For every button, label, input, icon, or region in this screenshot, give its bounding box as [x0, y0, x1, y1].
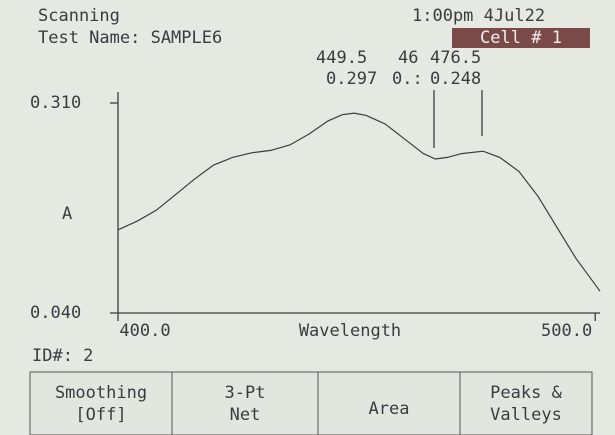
- button-label[interactable]: 3-Pt: [225, 383, 266, 403]
- y-tick-label: 0.310: [30, 93, 81, 113]
- y-axis-label: A: [62, 204, 72, 224]
- peak-absorbance: 0.:: [392, 69, 423, 89]
- button-label[interactable]: Peaks &: [490, 383, 562, 403]
- datetime: 1:00pm 4Jul22: [412, 6, 545, 26]
- spectrum-line: [117, 112, 601, 292]
- cell: Cell # 1: [480, 28, 562, 48]
- x-axis-label: Wavelength: [299, 321, 401, 341]
- button-bar: [29, 371, 593, 435]
- id: ID#: 2: [32, 346, 93, 366]
- test-name: Test Name: SAMPLE6: [38, 28, 222, 48]
- peak-wavelength: 476.5: [430, 48, 481, 68]
- button-label[interactable]: [Off]: [75, 405, 126, 425]
- cell-badge: [452, 28, 590, 48]
- mode: Scanning: [38, 6, 120, 26]
- y-tick-label: 0.040: [30, 303, 81, 323]
- peak-wavelength: 46: [398, 48, 418, 68]
- button-label[interactable]: Net: [230, 405, 261, 425]
- peak-absorbance: 0.297: [326, 69, 377, 89]
- peak-absorbance: 0.248: [430, 69, 481, 89]
- peak-wavelength: 449.5: [316, 48, 367, 68]
- x-tick-label: 500.0: [541, 321, 592, 341]
- x-tick-label: 400.0: [119, 321, 170, 341]
- button-label[interactable]: Valleys: [490, 405, 562, 425]
- button-label[interactable]: Area: [369, 399, 410, 419]
- button-label[interactable]: Smoothing: [55, 383, 147, 403]
